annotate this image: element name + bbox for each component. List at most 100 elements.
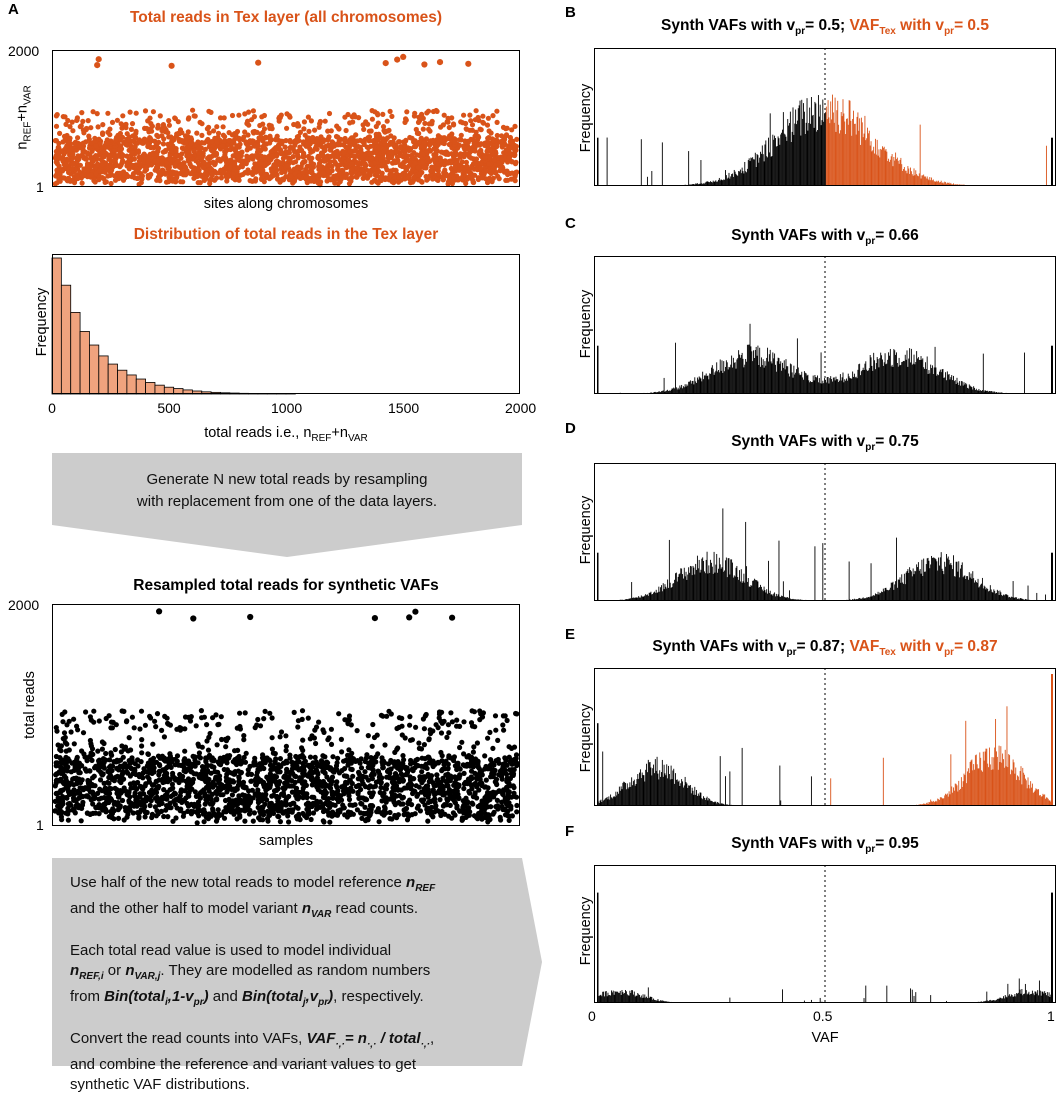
scatter-point (119, 121, 124, 126)
scatter-point (489, 130, 494, 135)
scatter-point (156, 772, 161, 777)
scatter-point (415, 806, 420, 811)
scatter-point (310, 771, 315, 776)
scatter-point (108, 796, 113, 801)
scatter-point (120, 158, 125, 163)
scatter-point (264, 135, 269, 140)
scatter-point (366, 733, 371, 738)
scatter-point (280, 139, 285, 144)
scatter-point (421, 165, 426, 170)
scatter-point (130, 150, 135, 155)
scatter-point (424, 174, 429, 179)
scatter-point (384, 782, 389, 787)
scatter-point (227, 130, 232, 135)
scatter-point (101, 741, 106, 746)
scatter-point (147, 116, 152, 121)
scatter-point (291, 154, 296, 159)
scatter-point (391, 142, 396, 147)
scatter-point (500, 157, 505, 162)
scatter-point (511, 176, 516, 181)
scatter-point (81, 130, 86, 135)
scatter-point (102, 781, 107, 786)
scatter-point (154, 152, 159, 157)
scatter-point (213, 712, 218, 717)
scatter-point (349, 161, 354, 166)
scatter-point (422, 726, 427, 731)
scatter-point (295, 724, 300, 729)
scatter-point (290, 801, 295, 806)
scatter-point (156, 811, 161, 816)
scatter-point (202, 715, 207, 720)
scatter-point (431, 138, 436, 143)
scatter-point (214, 151, 219, 156)
scatter-point (58, 172, 63, 177)
scatter-point (360, 139, 365, 144)
scatter-point (292, 773, 297, 778)
scatter-point (201, 812, 206, 817)
scatter-point (197, 168, 202, 173)
scatter-point-outlier (400, 54, 406, 60)
scatter-point (507, 155, 512, 160)
scatter-point (387, 810, 392, 815)
scatter-point (318, 166, 323, 171)
scatter-point (376, 806, 381, 811)
scatter-point (448, 710, 453, 715)
scatter-point (337, 171, 342, 176)
scatter-point (93, 154, 98, 159)
scatter-point (344, 128, 349, 133)
scatter-point (413, 811, 418, 816)
chart-a3-plot (52, 604, 520, 826)
scatter-point (114, 766, 119, 771)
scatter-point (118, 791, 123, 796)
scatter-point (168, 723, 173, 728)
scatter-point (58, 788, 63, 793)
scatter-point (264, 797, 269, 802)
scatter-point (215, 742, 220, 747)
scatter-point (155, 146, 160, 151)
scatter-point (178, 793, 183, 798)
scatter-point (342, 791, 347, 796)
scatter-point (476, 759, 481, 764)
chart-a3-xlabel: samples (52, 833, 520, 849)
scatter-point (188, 153, 193, 158)
scatter-point (82, 754, 87, 759)
scatter-point (95, 749, 100, 754)
scatter-point (139, 743, 144, 748)
scatter-point (514, 756, 519, 761)
scatter-point (495, 806, 500, 811)
scatter-point (165, 130, 170, 135)
scatter-point-outlier (255, 60, 261, 66)
scatter-point (477, 708, 482, 713)
scatter-point (311, 810, 316, 815)
scatter-point (334, 783, 339, 788)
scatter-point (293, 760, 298, 765)
scatter-point (114, 722, 119, 727)
scatter-point (153, 724, 158, 729)
scatter-point (505, 788, 510, 793)
scatter-point (216, 807, 221, 812)
scatter-point (129, 127, 134, 132)
scatter-point (332, 154, 337, 159)
scatter-point (243, 710, 248, 715)
scatter-point (195, 811, 200, 816)
scatter-point (120, 113, 125, 118)
scatter-point (102, 766, 107, 771)
scatter-point (505, 813, 510, 818)
scatter-point (281, 802, 286, 807)
scatter-point (407, 798, 412, 803)
scatter-point-outlier (94, 62, 100, 68)
scatter-point (113, 153, 118, 158)
scatter-point (306, 129, 311, 134)
scatter-point (99, 788, 104, 793)
scatter-point (371, 790, 376, 795)
scatter-point (211, 160, 216, 165)
scatter-point (351, 756, 356, 761)
scatter-point (447, 787, 452, 792)
scatter-point (161, 796, 166, 801)
scatter-point (354, 160, 359, 165)
scatter-point (335, 756, 340, 761)
scatter-point (376, 769, 381, 774)
scatter-point (62, 134, 67, 139)
scatter-point (335, 760, 340, 765)
scatter-point (206, 735, 211, 740)
